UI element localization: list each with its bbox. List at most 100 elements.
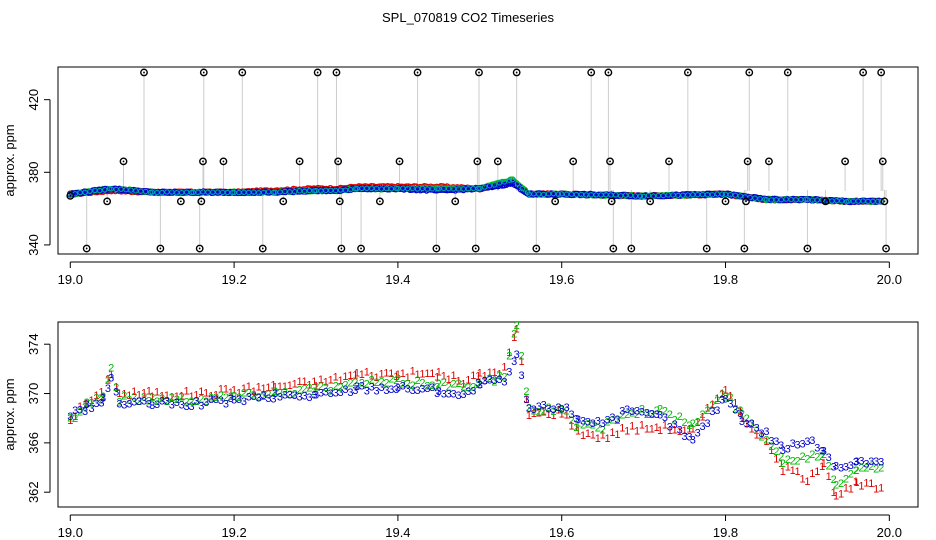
series-3-glyph: 3	[164, 395, 170, 407]
series-3-glyph: 3	[146, 399, 152, 411]
overlap-point	[482, 184, 488, 190]
series-2-glyph: 2	[231, 391, 237, 403]
series-3-point	[861, 197, 868, 205]
series-1-glyph: 1	[131, 386, 137, 398]
series-3-glyph: 3	[460, 389, 466, 401]
outlier-point	[606, 157, 614, 166]
series-2-glyph: 2	[342, 379, 348, 391]
series-2-glyph: 2	[843, 473, 849, 485]
overlap-point	[559, 191, 565, 197]
series-2-glyph: 2	[501, 372, 507, 384]
outlier-point	[313, 68, 322, 77]
y-tick-label: 366	[26, 432, 41, 454]
outlier-center	[69, 195, 72, 197]
series-3-glyph: 3	[639, 407, 645, 419]
series-2-glyph: 2	[188, 396, 194, 408]
overlap-point	[536, 191, 542, 197]
series-3-glyph: 3	[174, 397, 180, 409]
series-3-glyph: 3	[677, 424, 683, 436]
series-3-glyph: 3	[739, 416, 745, 428]
series-3-point	[871, 198, 879, 205]
series-3-glyph: 3	[853, 456, 859, 468]
series-3-glyph: 3	[188, 401, 194, 413]
series-2-glyph: 2	[89, 398, 95, 410]
series-1-glyph: 1	[654, 422, 660, 434]
series-1-glyph: 1	[667, 425, 673, 437]
series-2-glyph: 2	[758, 431, 764, 443]
series-3-glyph: 3	[265, 393, 271, 405]
series-2-glyph: 2	[595, 423, 601, 435]
overlap-point	[419, 185, 426, 192]
overlap-point	[373, 185, 380, 192]
series-2-glyph: 2	[208, 392, 214, 404]
series-2-glyph: 2	[277, 387, 283, 399]
outlier-point	[119, 157, 128, 166]
outlier-center	[241, 71, 244, 74]
series-1-glyph: 1	[624, 426, 630, 438]
series-2-glyph: 2	[573, 422, 579, 434]
series-3-glyph: 3	[758, 428, 764, 440]
outlier-point	[471, 244, 480, 253]
overlap-point	[323, 187, 329, 194]
series-3-glyph: 3	[605, 415, 611, 427]
series-1-glyph: 1	[853, 476, 859, 488]
series-3-glyph: 3	[218, 395, 224, 407]
y-tick-label: 380	[26, 161, 41, 183]
overlap-point	[301, 188, 308, 195]
series-2-glyph: 2	[67, 413, 73, 425]
outlier-center	[378, 200, 381, 203]
outlier-center	[630, 247, 633, 250]
series-1-glyph: 1	[400, 368, 406, 380]
series-3-glyph: 3	[82, 406, 88, 418]
series-1-glyph: 1	[429, 368, 435, 380]
series-2-glyph: 2	[833, 480, 839, 492]
series-3-glyph: 3	[732, 404, 738, 416]
y-tick-label: 420	[26, 89, 41, 111]
series-1-glyph: 1	[778, 458, 784, 470]
series-2-glyph: 2	[709, 400, 715, 412]
overlap-point	[627, 192, 634, 198]
overlap-point	[519, 185, 526, 192]
overlap-point	[540, 191, 547, 198]
outlier-center	[768, 160, 770, 163]
series-2-glyph: 2	[526, 402, 532, 414]
series-1-glyph: 1	[311, 376, 317, 388]
overlap-point	[747, 194, 753, 201]
series-3-glyph: 3	[555, 402, 561, 414]
overlap-point	[292, 189, 298, 195]
overlap-point	[174, 190, 180, 196]
series-3-glyph: 3	[256, 392, 262, 404]
series-1-glyph: 1	[496, 368, 502, 380]
series-1-glyph: 1	[686, 423, 692, 435]
series-1-glyph: 1	[868, 478, 874, 490]
overlap-point	[531, 191, 537, 197]
series-1-glyph: 1	[105, 374, 111, 386]
overlap-point	[685, 192, 691, 198]
series-1-glyph: 1	[605, 433, 611, 445]
series-1-glyph: 1	[714, 393, 720, 405]
series-2-glyph: 2	[737, 405, 743, 417]
overlap-point	[224, 189, 231, 196]
overlap-point	[306, 187, 313, 194]
overlap-point	[722, 191, 729, 198]
series-3-glyph: 3	[455, 390, 461, 402]
overlap-point	[450, 186, 457, 192]
series-3-glyph: 3	[826, 452, 832, 464]
series-1-glyph: 1	[460, 378, 466, 390]
overlap-point	[138, 188, 144, 194]
series-2-glyph: 2	[338, 382, 344, 394]
outlier-point	[821, 197, 830, 206]
series-3-glyph: 3	[727, 398, 733, 410]
series-2-glyph: 2	[436, 378, 442, 390]
series-2-glyph: 2	[600, 425, 606, 437]
series-2-glyph: 2	[809, 449, 815, 461]
plot-frame	[57, 321, 919, 508]
series-3-point	[800, 196, 807, 203]
overlap-point	[108, 186, 114, 192]
series-1-glyph: 1	[541, 407, 547, 419]
series-3-glyph: 3	[536, 401, 542, 413]
series-1-glyph: 1	[526, 410, 532, 422]
outlier-center	[668, 160, 670, 163]
x-tick-label: 19.8	[713, 272, 738, 287]
overlap-point	[445, 185, 452, 192]
